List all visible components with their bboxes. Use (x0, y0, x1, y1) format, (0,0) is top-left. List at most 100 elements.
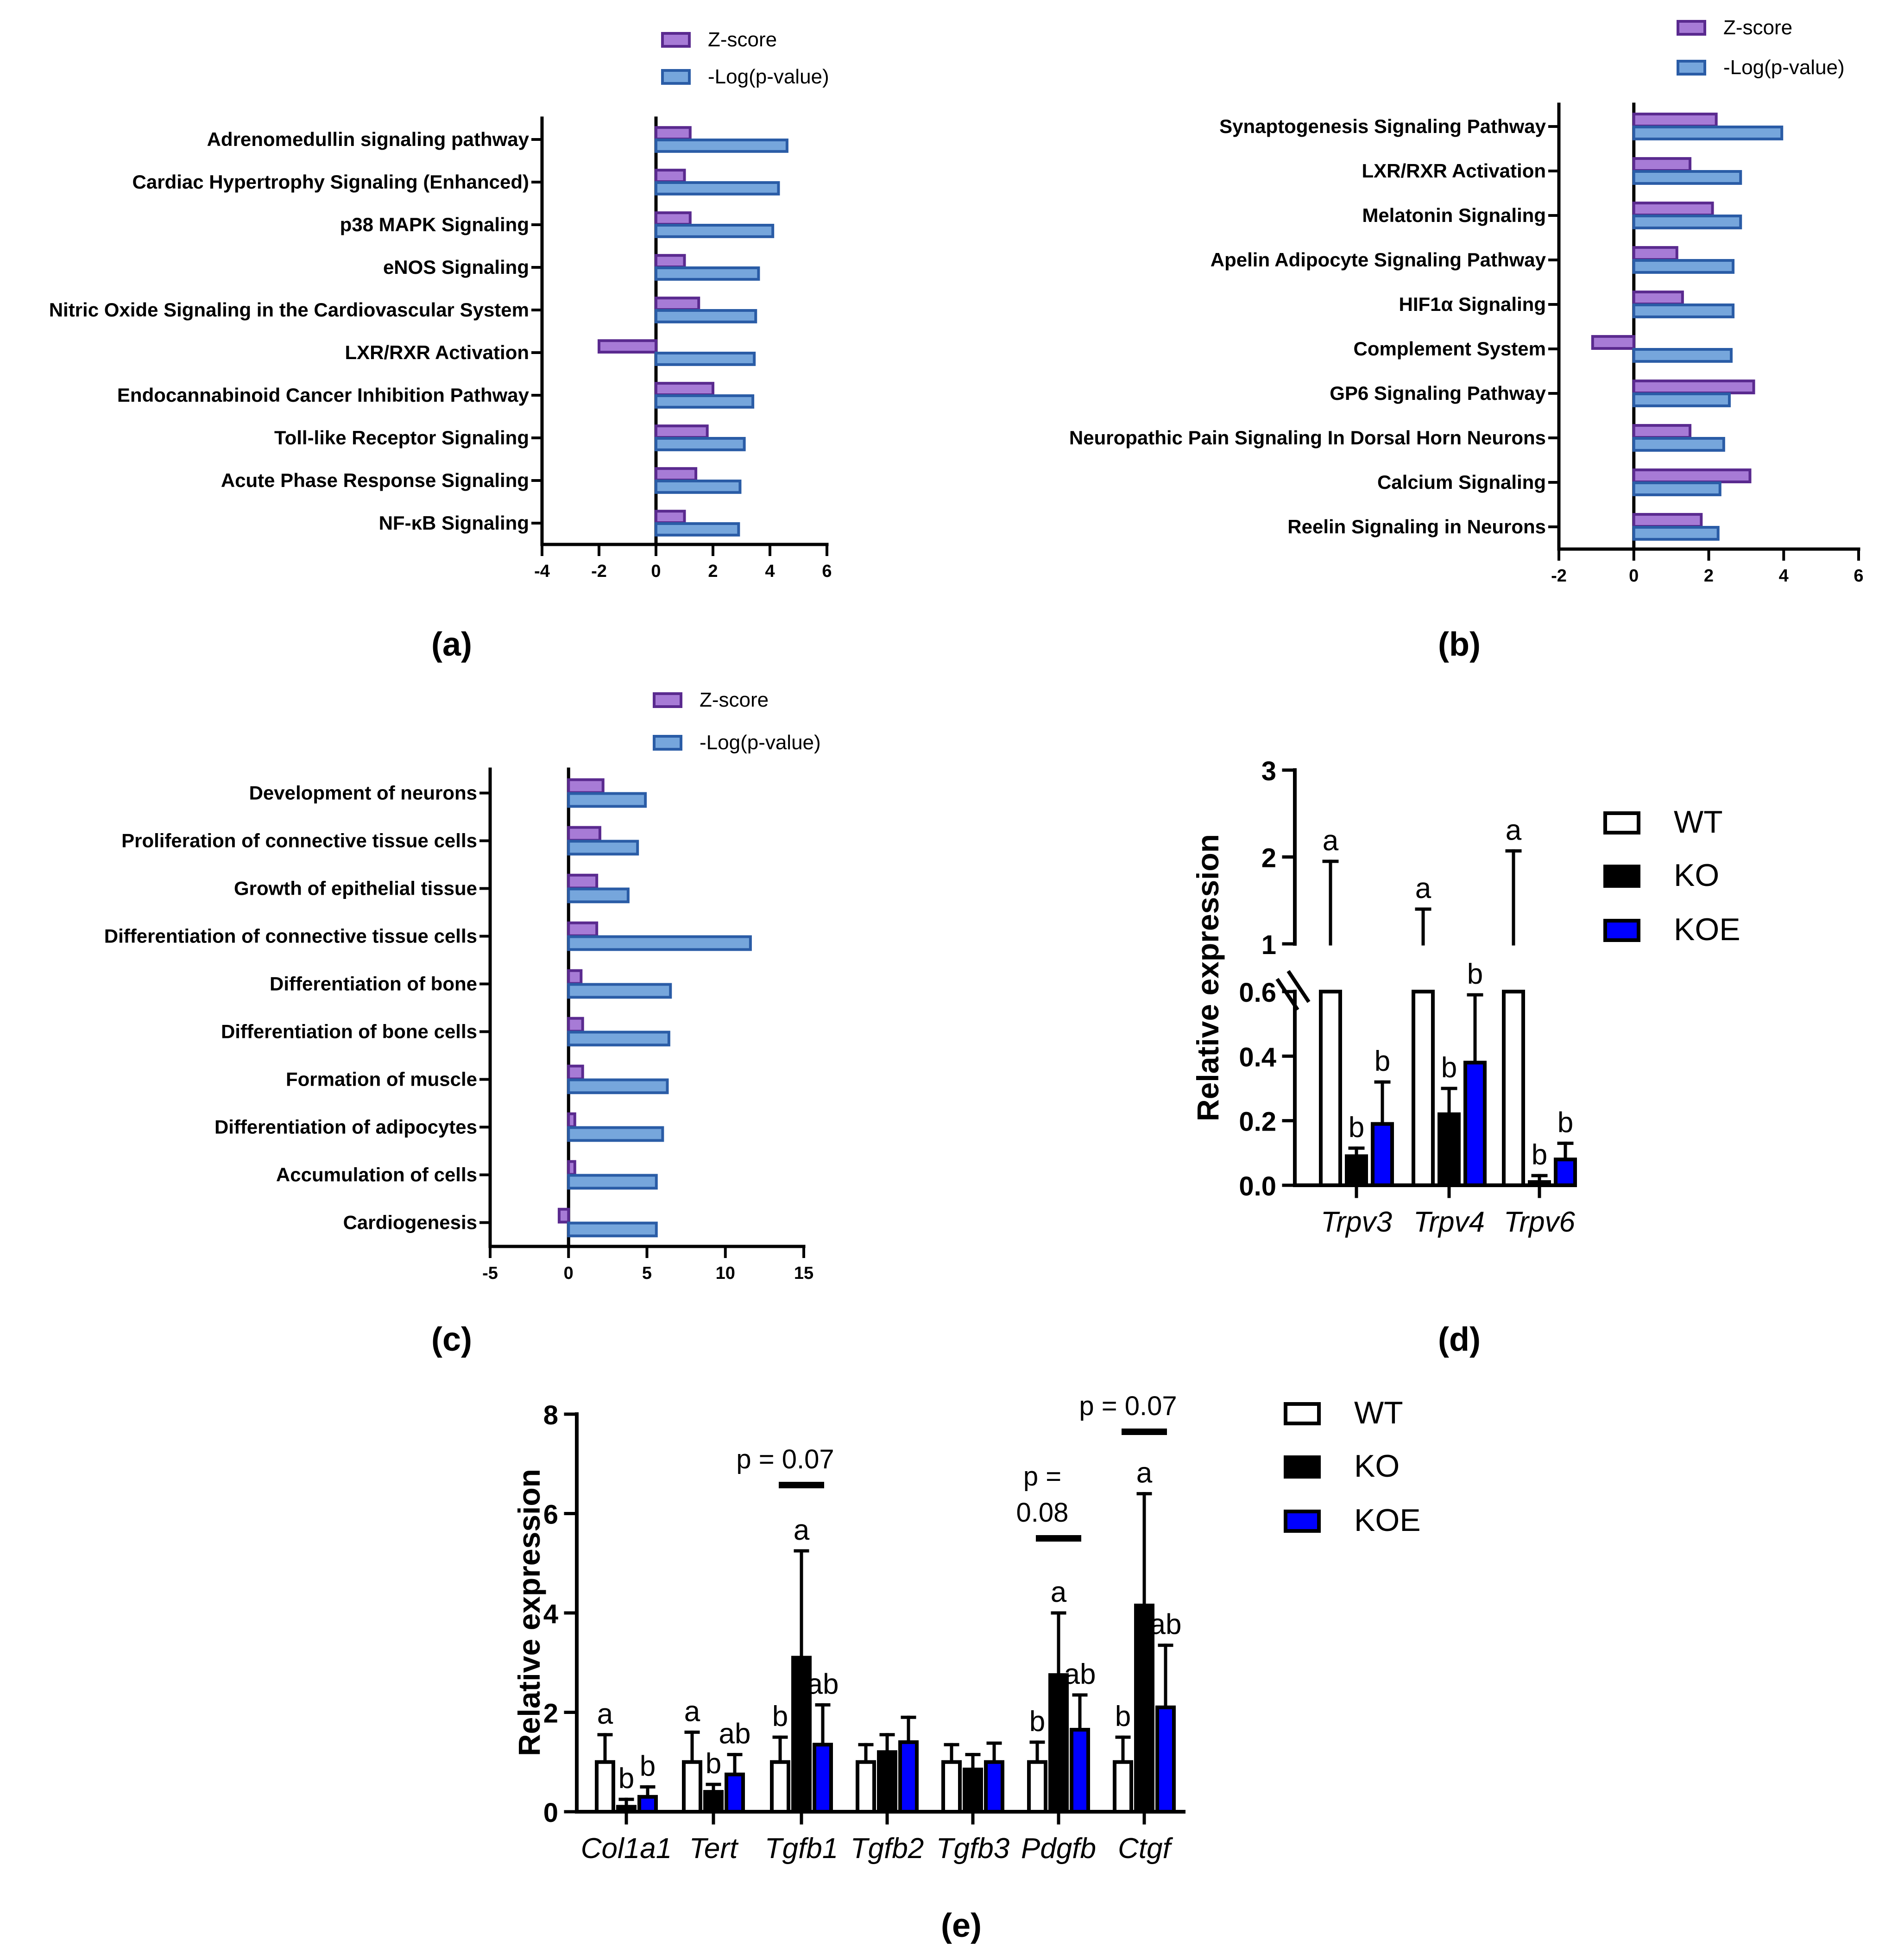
logp-bar (655, 224, 775, 238)
category-label: Trpv4 (1413, 1206, 1485, 1238)
logp-bar (1632, 392, 1731, 407)
bar-wt (941, 1760, 962, 1814)
p-value-annotation: p = 0.07 (1079, 1391, 1177, 1421)
category-label: Tgfb1 (765, 1833, 839, 1865)
bar-koe (637, 1795, 658, 1814)
y-tick-label: 8 (543, 1400, 558, 1430)
x-tick-label: 0 (564, 1264, 574, 1283)
legend-swatch-ko (1284, 1455, 1321, 1479)
axis-break-mark (1275, 978, 1299, 1011)
logp-bar (655, 352, 756, 366)
x-tick-label: -4 (534, 562, 550, 581)
significance-letter: b (1467, 958, 1483, 990)
category-label: LXR/RXR Activation (1362, 160, 1546, 182)
zscore-bar (567, 873, 599, 890)
category-label: LXR/RXR Activation (345, 341, 529, 363)
p-value-annotation: 0.08 (1016, 1498, 1069, 1528)
zscore-bar (1632, 157, 1692, 172)
x-tick-label: 0 (651, 562, 661, 581)
significance-letter: b (1115, 1701, 1131, 1732)
zscore-bar (1632, 424, 1692, 439)
x-tick-label: 2 (708, 562, 718, 581)
chart-c: Development of neurons Proliferation of c… (104, 689, 821, 1283)
legend-swatch-wt (1603, 811, 1640, 835)
category-label: Trpv3 (1321, 1206, 1392, 1238)
category-label: Tgfb3 (936, 1833, 1010, 1865)
logp-bar (655, 266, 760, 281)
category-label: Acute Phase Response Signaling (221, 469, 529, 491)
panel-label: (a) (431, 626, 472, 663)
bar-ko (1048, 1673, 1069, 1814)
x-tick-label: 4 (1779, 566, 1789, 586)
zscore-bar (557, 1208, 570, 1224)
zscore-bar (567, 921, 599, 937)
category-label: Tgfb2 (851, 1833, 924, 1865)
zscore-bar (567, 778, 605, 794)
x-tick-label: 0 (1629, 566, 1639, 586)
significance-letter: ab (1064, 1658, 1096, 1690)
legend-label-logp: -Log(p-value) (700, 731, 821, 754)
y-tick-label: 2 (1261, 843, 1276, 873)
bar-ko (703, 1790, 724, 1814)
chart-d: 0.0 0.2 0.4 0.6 1 2 3 Relative expression Trpv3 a… (1191, 756, 1740, 1238)
zscore-bar (1632, 513, 1703, 528)
category-label: GP6 Signaling Pathway (1330, 382, 1546, 404)
significance-letter: a (794, 1514, 810, 1546)
category-label: Col1a1 (581, 1833, 672, 1865)
logp-bar (1632, 170, 1742, 185)
category-label: Trpv6 (1504, 1206, 1575, 1238)
bar-ko (963, 1767, 983, 1814)
category-label: Melatonin Signaling (1362, 204, 1546, 226)
y-tick-label: 0.6 (1239, 978, 1276, 1008)
bar-ko (1345, 1154, 1368, 1188)
legend-label-zscore: Z-score (1723, 16, 1792, 39)
zscore-bar (567, 1160, 576, 1176)
logp-bar (655, 522, 740, 537)
legend-label-ko: KO (1354, 1448, 1400, 1484)
x-tick-label: 6 (1854, 566, 1863, 586)
legend-swatch-koe (1284, 1510, 1321, 1533)
significance-letter: a (597, 1698, 613, 1730)
zscore-bar (1632, 113, 1718, 128)
category-label: Differentiation of bone cells (221, 1021, 477, 1043)
significance-letter: b (1557, 1106, 1573, 1138)
zscore-bar (655, 382, 714, 396)
legend-swatch-wt (1284, 1402, 1321, 1425)
category-label: Ctgf (1118, 1833, 1173, 1865)
logp-bar (567, 1031, 670, 1047)
legend-label-koe: KOE (1674, 912, 1740, 947)
y-tick-label: 2 (543, 1699, 558, 1729)
legend-swatch-zscore (1677, 20, 1706, 36)
y-tick-label: 4 (543, 1599, 558, 1629)
category-label: eNOS Signaling (383, 256, 529, 278)
category-label: Cardiogenesis (343, 1212, 477, 1233)
legend-swatch-logp (661, 69, 691, 85)
category-label: Synaptogenesis Signaling Pathway (1219, 115, 1546, 137)
significance-letter: b (1441, 1052, 1457, 1084)
zscore-bar (1632, 246, 1678, 261)
significance-letter: b (618, 1763, 634, 1795)
significance-letter: ab (719, 1718, 751, 1750)
bar-wt (1113, 1760, 1133, 1814)
zscore-bar (1632, 291, 1684, 306)
zscore-bar (1632, 468, 1752, 484)
x-tick-label: -2 (1551, 566, 1567, 586)
x-tick-label: -5 (482, 1264, 498, 1283)
significance-letter: ab (807, 1668, 839, 1700)
category-label: p38 MAPK Signaling (340, 214, 529, 235)
x-tick-label: 4 (765, 562, 775, 581)
y-tick-label: 1 (1261, 930, 1276, 960)
y-tick-label: 0.4 (1239, 1042, 1276, 1072)
bar-wt (1027, 1760, 1047, 1814)
bar-wt (595, 1760, 615, 1814)
panel-label: (c) (431, 1321, 472, 1358)
chart-b: Synaptogenesis Signaling Pathway LXR/RXR … (1069, 16, 1864, 586)
legend-label-zscore: Z-score (700, 689, 769, 711)
logp-bar (567, 887, 630, 904)
zscore-bar (655, 467, 698, 481)
category-label: Tert (689, 1833, 739, 1865)
panel-label: (b) (1438, 626, 1481, 663)
significance-letter: b (772, 1701, 788, 1732)
logp-bar (567, 1221, 658, 1238)
zscore-bar (655, 126, 692, 141)
